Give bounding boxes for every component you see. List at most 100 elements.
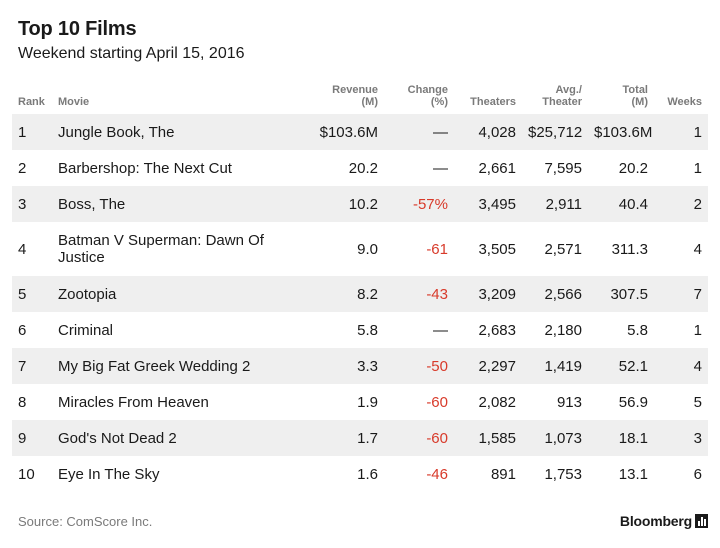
table-row: 3 Boss, The 10.2 -57% 3,495 2,911 40.4 2 (12, 186, 708, 222)
cell-avg-theater: 7,595 (544, 159, 582, 177)
header-rank: Rank (18, 96, 45, 108)
bloomberg-logo-icon (695, 514, 708, 528)
cell-rank: 3 (12, 186, 52, 222)
table-row: 6 Criminal 5.8 — 2,683 2,180 5.8 1 (12, 312, 708, 348)
cell-weeks: 6 (693, 465, 702, 483)
cell-total: 56.9 (618, 393, 648, 411)
header-theaters: Theaters (470, 96, 516, 108)
cell-total: 311.3 (611, 240, 648, 258)
page-title: Top 10 Films (18, 18, 137, 40)
cell-total: 52.1 (588, 348, 654, 384)
cell-total: 307.5 (588, 276, 654, 312)
cell-revenue: $103.6M (310, 114, 384, 150)
table-row: 5 Zootopia 8.2 -43 3,209 2,566 307.5 7 (12, 276, 708, 312)
cell-total: $103.6M (588, 114, 654, 150)
table-row: 7 My Big Fat Greek Wedding 2 3.3 -50 2,2… (12, 348, 708, 384)
cell-movie: Miracles From Heaven (58, 393, 209, 411)
cell-avg-theater: $25,712 (522, 114, 588, 150)
cell-revenue: 20.2 (348, 159, 378, 177)
table-row: 2 Barbershop: The Next Cut 20.2 — 2,661 … (12, 150, 708, 186)
cell-movie: God's Not Dead 2 (52, 420, 310, 456)
header-total-line2: (M) (631, 96, 649, 108)
cell-weeks: 7 (654, 276, 708, 312)
cell-theaters: 891 (490, 465, 516, 483)
cell-theaters: 3,505 (478, 240, 516, 258)
cell-avg-theater: 2,180 (544, 321, 582, 339)
cell-weeks: 4 (654, 348, 708, 384)
header-total-line1: Total (622, 84, 648, 96)
cell-change: -43 (384, 276, 454, 312)
cell-theaters: 2,661 (478, 159, 516, 177)
cell-movie: Zootopia (52, 276, 310, 312)
cell-change: -61 (426, 240, 448, 258)
cell-change: -50 (384, 348, 454, 384)
table-row: 4 Batman V Superman: Dawn Of Justice 9.0… (12, 222, 708, 276)
cell-rank: 7 (12, 348, 52, 384)
cell-revenue: 9.0 (357, 240, 378, 258)
cell-rank: 4 (18, 240, 27, 258)
cell-rank: 10 (18, 465, 35, 483)
cell-weeks: 4 (693, 240, 702, 258)
cell-revenue: 10.2 (310, 186, 384, 222)
cell-rank: 8 (18, 393, 27, 411)
cell-total: 18.1 (588, 420, 654, 456)
cell-weeks: 5 (693, 393, 702, 411)
cell-avg-theater: 1,073 (522, 420, 588, 456)
cell-weeks: 1 (654, 114, 708, 150)
header-revenue-line1: Revenue (332, 84, 378, 96)
table-row: 1 Jungle Book, The $103.6M — 4,028 $25,7… (12, 114, 708, 150)
cell-weeks: 2 (654, 186, 708, 222)
cell-avg-theater: 2,911 (522, 186, 588, 222)
cell-movie: Criminal (58, 321, 114, 339)
cell-theaters: 4,028 (454, 114, 522, 150)
header-revenue-line2: (M) (361, 96, 379, 108)
cell-theaters: 2,683 (478, 321, 516, 339)
cell-total: 13.1 (618, 465, 648, 483)
header-change: Change (%) (384, 80, 454, 114)
cell-change: -60 (384, 420, 454, 456)
cell-theaters: 3,209 (454, 276, 522, 312)
table-row: 8 Miracles From Heaven 1.9 -60 2,082 913… (12, 384, 708, 420)
cell-revenue: 1.7 (310, 420, 384, 456)
cell-rank: 6 (18, 321, 27, 339)
cell-change: — (384, 114, 454, 150)
cell-revenue: 8.2 (310, 276, 384, 312)
cell-revenue: 3.3 (310, 348, 384, 384)
cell-change: -46 (426, 465, 448, 483)
cell-avg-theater: 913 (556, 393, 582, 411)
cell-change: — (433, 159, 448, 177)
table-header-row: Rank Movie Revenue (M) Change (%) Theaters… (12, 80, 708, 114)
cell-movie: Batman V Superman: Dawn Of Justice (58, 232, 264, 266)
cell-rank: 1 (12, 114, 52, 150)
films-table: Rank Movie Revenue (M) Change (%) Theaters… (12, 80, 708, 492)
header-change-line2: (%) (430, 96, 448, 108)
header-avg-line2: Theater (542, 96, 582, 108)
cell-movie: My Big Fat Greek Wedding 2 (52, 348, 310, 384)
cell-theaters: 2,297 (454, 348, 522, 384)
cell-total: 20.2 (618, 159, 648, 177)
header-avg-theater: Avg./Theater (522, 80, 588, 114)
cell-change: -57% (384, 186, 454, 222)
cell-total: 40.4 (588, 186, 654, 222)
cell-theaters: 2,082 (478, 393, 516, 411)
cell-revenue: 1.9 (357, 393, 378, 411)
header-weeks: Weeks (667, 96, 702, 108)
table-row: 10 Eye In The Sky 1.6 -46 891 1,753 13.1… (12, 456, 708, 492)
cell-weeks: 1 (693, 321, 702, 339)
cell-weeks: 3 (654, 420, 708, 456)
cell-avg-theater: 2,566 (522, 276, 588, 312)
cell-revenue: 5.8 (357, 321, 378, 339)
cell-rank: 2 (18, 159, 27, 177)
cell-movie: Jungle Book, The (52, 114, 310, 150)
cell-theaters: 1,585 (454, 420, 522, 456)
cell-revenue: 1.6 (357, 465, 378, 483)
cell-rank: 9 (12, 420, 52, 456)
table-row: 9 God's Not Dead 2 1.7 -60 1,585 1,073 1… (12, 420, 708, 456)
cell-avg-theater: 2,571 (544, 240, 582, 258)
header-movie: Movie (58, 96, 90, 108)
cell-change: — (433, 321, 448, 339)
page-subtitle: Weekend starting April 15, 2016 (18, 45, 245, 62)
cell-avg-theater: 1,419 (522, 348, 588, 384)
cell-theaters: 3,495 (454, 186, 522, 222)
